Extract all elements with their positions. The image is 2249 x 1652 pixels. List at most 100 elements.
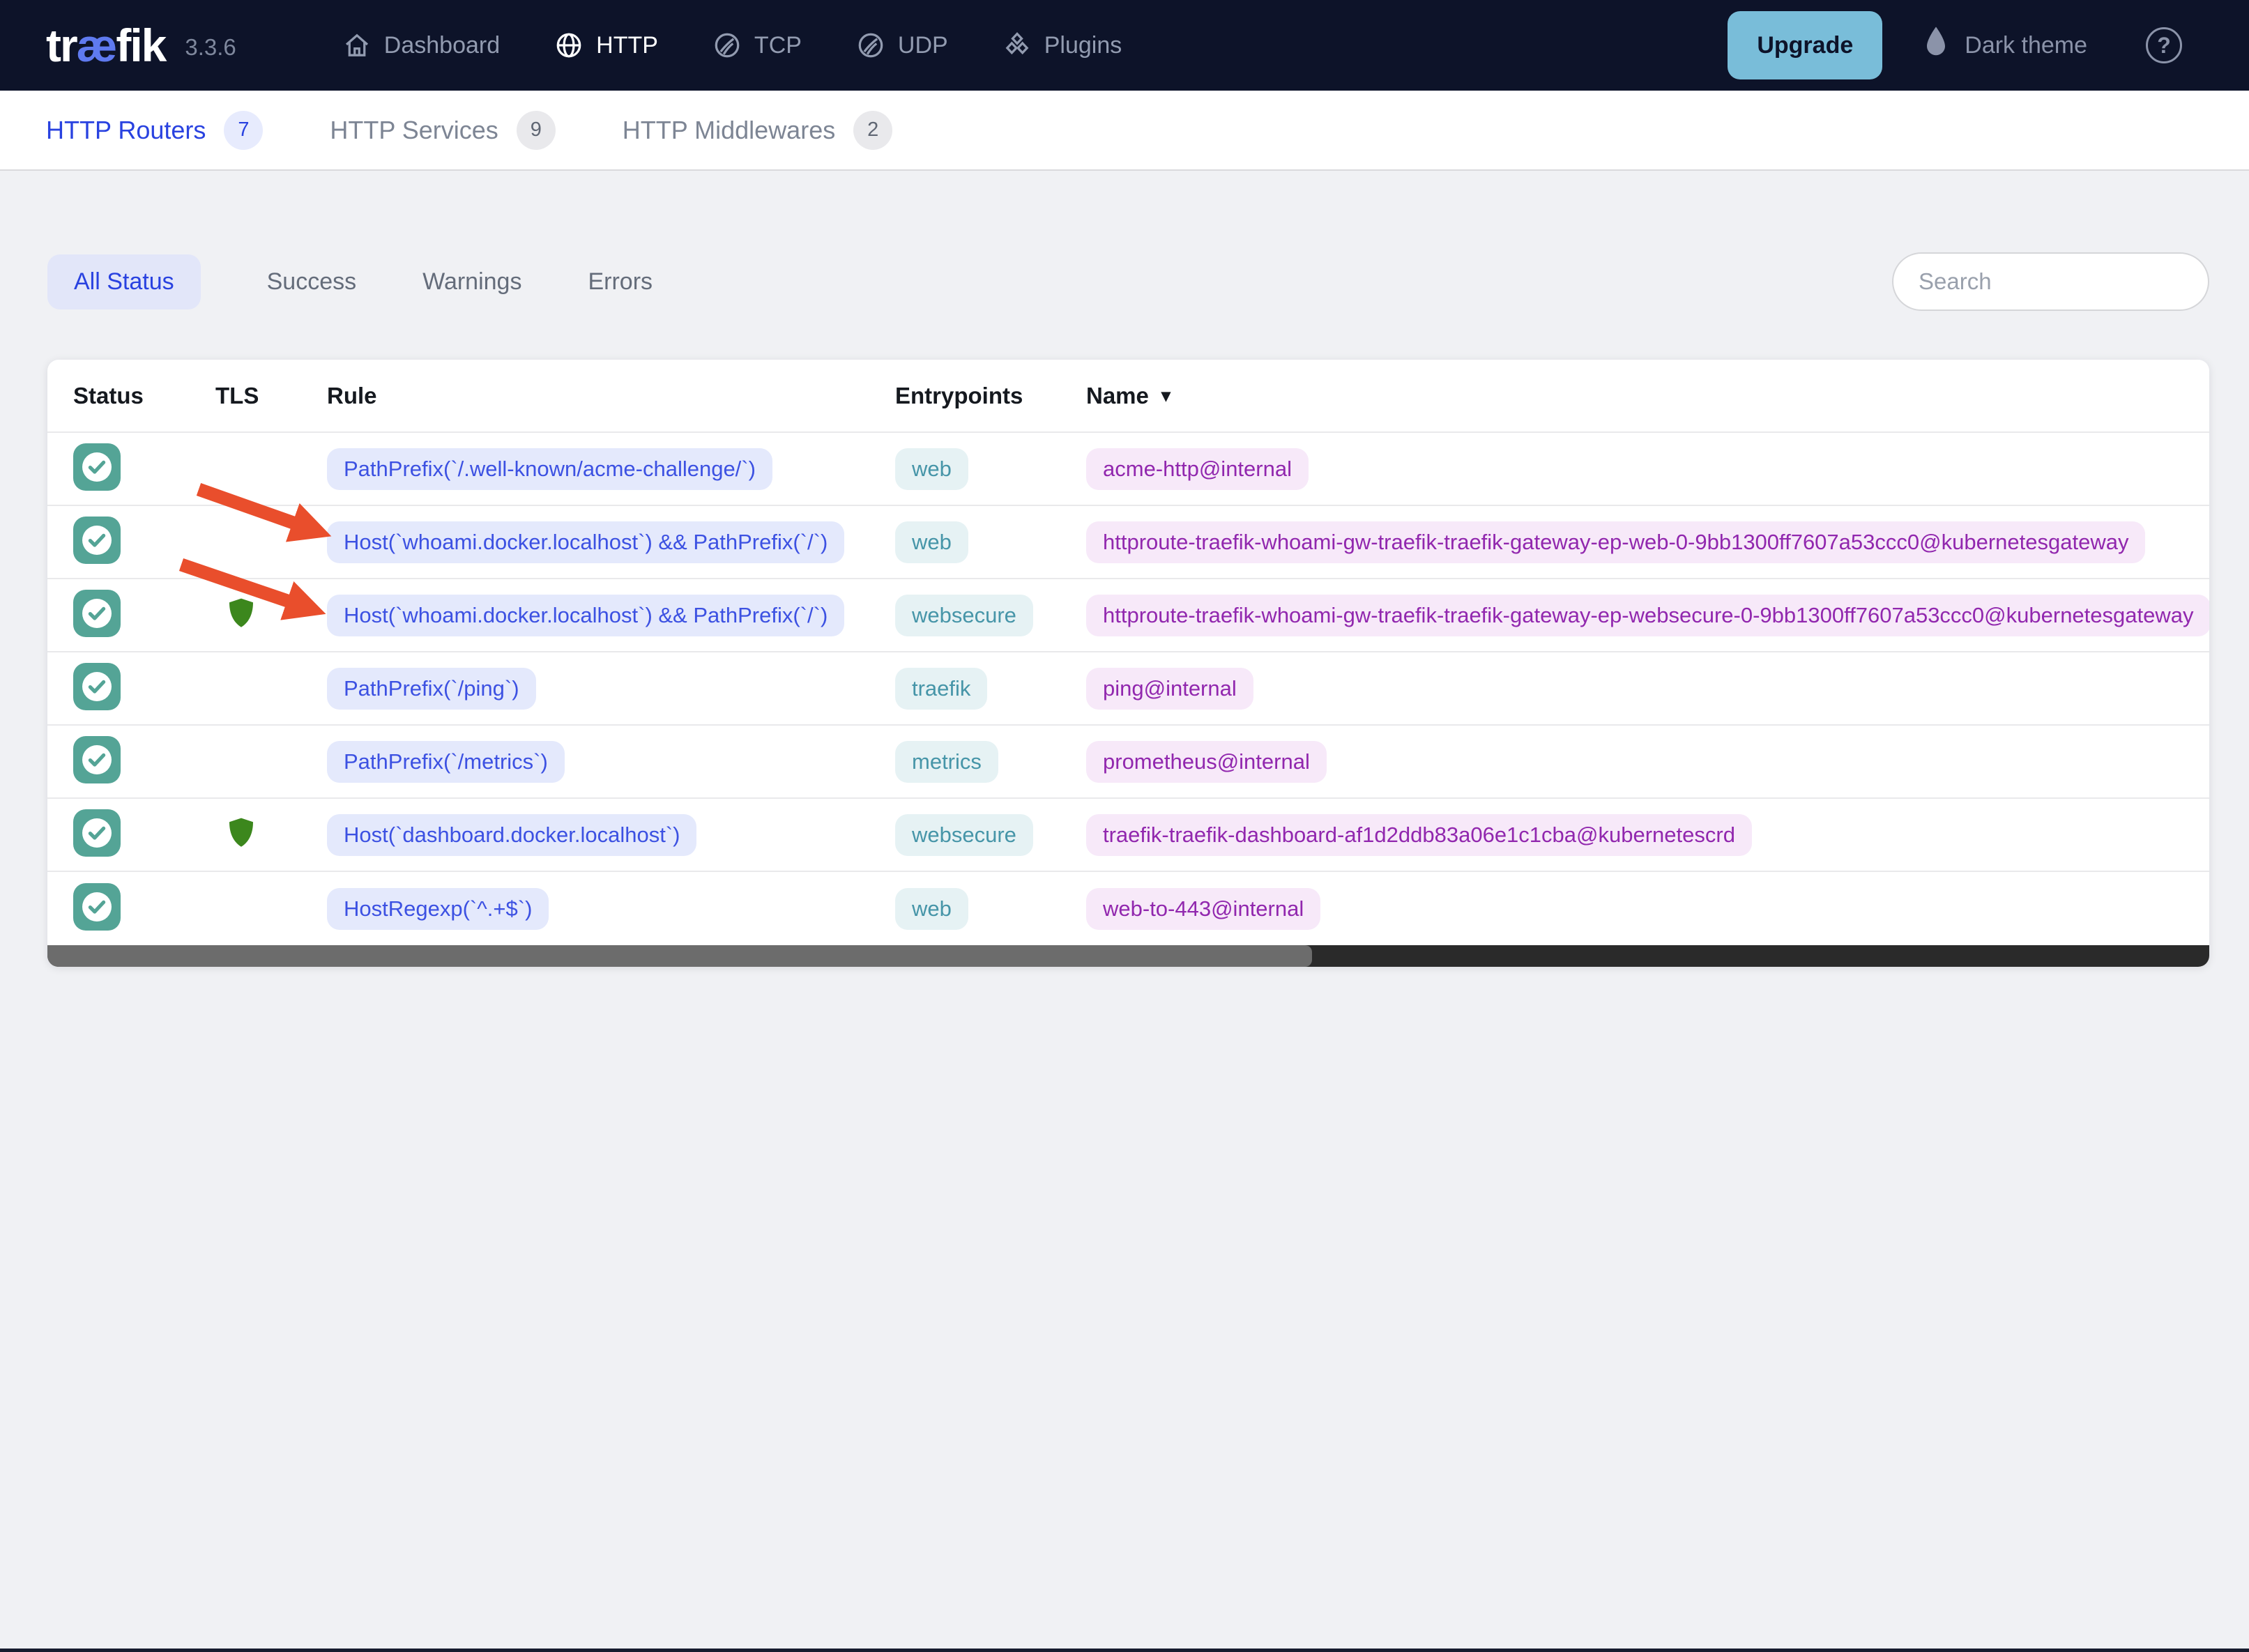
entrypoint-pill[interactable]: web (895, 521, 968, 563)
nav-item-tcp[interactable]: TCP (711, 29, 802, 61)
name-cell: httproute-traefik-whoami-gw-traefik-trae… (1086, 521, 2209, 563)
search-box (1892, 252, 2215, 311)
name-cell: prometheus@internal (1086, 740, 2209, 783)
name-pill[interactable]: acme-http@internal (1086, 448, 1309, 490)
name-pill[interactable]: prometheus@internal (1086, 740, 1327, 783)
table-row[interactable]: Host(`whoami.docker.localhost`) && PathP… (47, 579, 2209, 652)
entrypoints-cell: metrics (895, 740, 1086, 783)
upgrade-button[interactable]: Upgrade (1728, 11, 1883, 79)
search-input[interactable] (1919, 268, 2215, 295)
header-status[interactable]: Status (73, 382, 144, 408)
tls-cell (215, 891, 327, 926)
status-filters: All Status Success Warnings Errors (47, 254, 653, 309)
nav-item-plugins[interactable]: Plugins (1001, 29, 1122, 61)
filter-row: All Status Success Warnings Errors (47, 252, 2215, 311)
theme-drop-icon (1921, 24, 1951, 67)
rule-pill[interactable]: PathPrefix(`/ping`) (327, 667, 536, 710)
name-pill[interactable]: httproute-traefik-whoami-gw-traefik-trae… (1086, 521, 2146, 563)
table-row[interactable]: PathPrefix(`/.well-known/acme-challenge/… (47, 433, 2209, 506)
rule-cell: PathPrefix(`/metrics`) (327, 740, 895, 783)
tab-http-routers[interactable]: HTTP Routers 7 (46, 110, 264, 150)
table-row[interactable]: HostRegexp(`^.+$`) web web-to-443@intern… (47, 872, 2209, 945)
entrypoint-pill[interactable]: websecure (895, 594, 1033, 636)
status-success-icon (73, 663, 121, 710)
entrypoint-pill[interactable]: web (895, 448, 968, 490)
table-body: PathPrefix(`/.well-known/acme-challenge/… (47, 433, 2209, 945)
header-entrypoints[interactable]: Entrypoints (895, 382, 1023, 408)
theme-toggle[interactable]: Dark theme (1921, 24, 2087, 67)
tab-http-middlewares[interactable]: HTTP Middlewares 2 (623, 110, 893, 150)
filter-success[interactable]: Success (266, 268, 357, 295)
entrypoint-pill[interactable]: websecure (895, 813, 1033, 856)
filter-warnings[interactable]: Warnings (422, 268, 522, 295)
status-cell (73, 736, 215, 787)
status-cell (73, 590, 215, 641)
status-cell (73, 663, 215, 714)
main-content: All Status Success Warnings Errors Statu… (0, 171, 2249, 967)
name-cell: httproute-traefik-whoami-gw-traefik-trae… (1086, 594, 2209, 636)
tab-count-badge: 2 (853, 110, 893, 150)
tls-cell (215, 817, 327, 852)
home-icon (345, 33, 368, 56)
header-rule[interactable]: Rule (327, 382, 377, 408)
tcp-icon (715, 33, 740, 58)
entrypoint-pill[interactable]: metrics (895, 740, 998, 783)
status-success-icon (73, 883, 121, 931)
rule-pill[interactable]: Host(`dashboard.docker.localhost`) (327, 813, 697, 856)
rule-pill[interactable]: Host(`whoami.docker.localhost`) && PathP… (327, 521, 845, 563)
rule-pill[interactable]: HostRegexp(`^.+$`) (327, 887, 549, 930)
entrypoints-cell: websecure (895, 813, 1086, 856)
tls-cell (215, 451, 327, 487)
entrypoint-pill[interactable]: web (895, 887, 968, 930)
status-success-icon (73, 517, 121, 564)
rule-pill[interactable]: PathPrefix(`/metrics`) (327, 740, 565, 783)
horizontal-scrollbar[interactable] (47, 945, 2209, 967)
status-cell (73, 883, 215, 934)
bottom-edge-strip (0, 1649, 2249, 1652)
name-pill[interactable]: traefik-traefik-dashboard-af1d2ddb83a06e… (1086, 813, 1752, 856)
name-pill[interactable]: ping@internal (1086, 667, 1253, 710)
rule-cell: PathPrefix(`/.well-known/acme-challenge/… (327, 448, 895, 490)
rule-cell: PathPrefix(`/ping`) (327, 667, 895, 710)
name-pill[interactable]: web-to-443@internal (1086, 887, 1321, 930)
table-row[interactable]: Host(`dashboard.docker.localhost`) webse… (47, 799, 2209, 872)
tls-cell (215, 597, 327, 633)
nav-item-http[interactable]: HTTP (553, 29, 658, 61)
status-success-icon (73, 443, 121, 491)
rule-cell: Host(`whoami.docker.localhost`) && PathP… (327, 594, 895, 636)
udp-icon (858, 33, 883, 58)
table-header-row: Status TLS Rule Entrypoints Name ▾ (47, 360, 2209, 433)
tls-shield-icon (229, 818, 253, 847)
rule-pill[interactable]: PathPrefix(`/.well-known/acme-challenge/… (327, 448, 772, 490)
nav-item-udp[interactable]: UDP (855, 29, 948, 61)
entrypoints-cell: traefik (895, 667, 1086, 710)
nav-item-dashboard[interactable]: Dashboard (341, 29, 500, 61)
version-label: 3.3.6 (185, 34, 236, 60)
tab-count-badge: 9 (516, 110, 556, 150)
tls-shield-icon (229, 598, 253, 627)
rule-cell: Host(`dashboard.docker.localhost`) (327, 813, 895, 856)
navbar-right: Upgrade Dark theme ? (1728, 11, 2182, 79)
table-row[interactable]: PathPrefix(`/metrics`) metrics prometheu… (47, 726, 2209, 799)
name-pill[interactable]: httproute-traefik-whoami-gw-traefik-trae… (1086, 594, 2209, 636)
traefik-logo[interactable]: træfik (46, 20, 167, 71)
rule-cell: Host(`whoami.docker.localhost`) && PathP… (327, 521, 895, 563)
rule-pill[interactable]: Host(`whoami.docker.localhost`) && PathP… (327, 594, 845, 636)
entrypoints-cell: web (895, 887, 1086, 930)
tab-http-services[interactable]: HTTP Services 9 (330, 110, 556, 150)
tls-cell (215, 671, 327, 706)
filter-errors[interactable]: Errors (588, 268, 653, 295)
header-tls[interactable]: TLS (215, 382, 259, 408)
filter-all-status[interactable]: All Status (47, 254, 201, 309)
name-cell: traefik-traefik-dashboard-af1d2ddb83a06e… (1086, 813, 2209, 856)
entrypoint-pill[interactable]: traefik (895, 667, 988, 710)
entrypoints-cell: websecure (895, 594, 1086, 636)
sort-caret-icon: ▾ (1161, 385, 1171, 406)
header-name[interactable]: Name ▾ (1086, 382, 1171, 408)
table-row[interactable]: Host(`whoami.docker.localhost`) && PathP… (47, 506, 2209, 579)
table-row[interactable]: PathPrefix(`/ping`) traefik ping@interna… (47, 652, 2209, 726)
help-icon[interactable]: ? (2146, 27, 2182, 63)
scrollbar-thumb[interactable] (47, 945, 1313, 967)
status-success-icon (73, 590, 121, 637)
